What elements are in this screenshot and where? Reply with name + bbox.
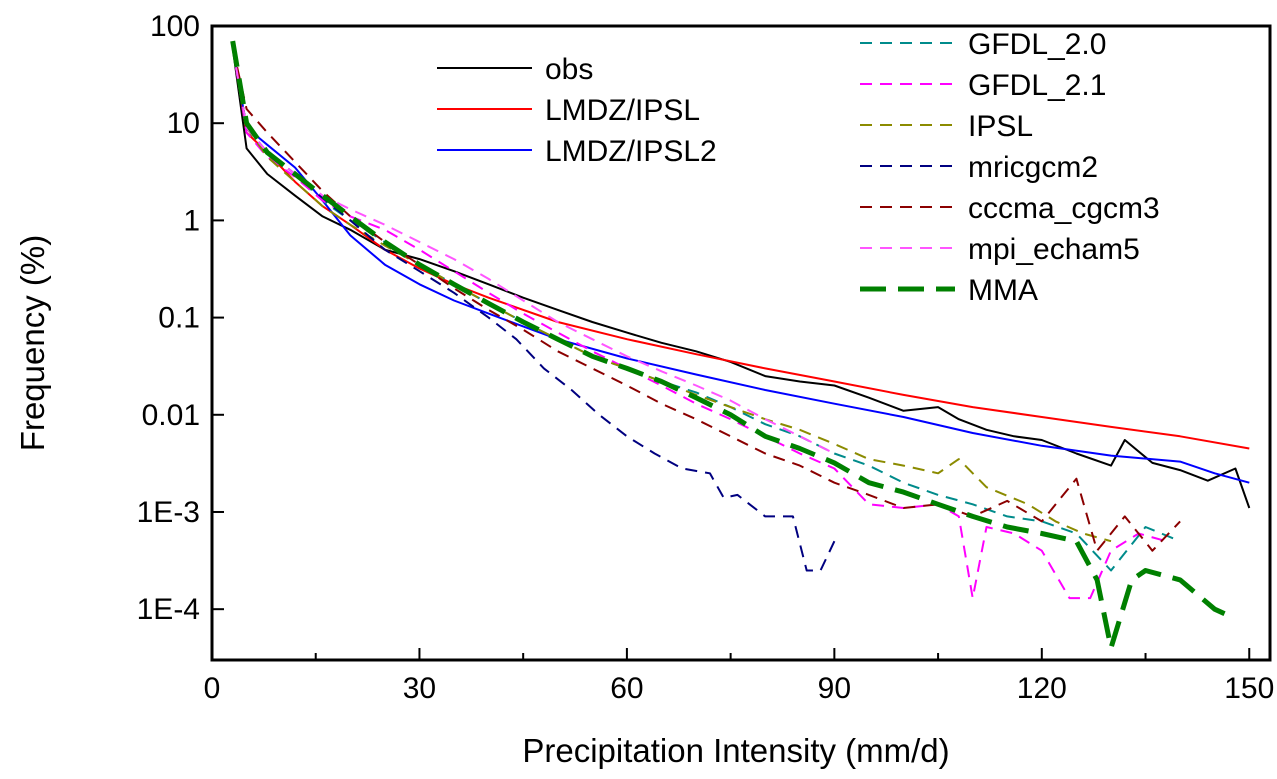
series-line-mma [230, 40, 1237, 651]
legend-label: mpi_echam5 [968, 233, 1140, 266]
x-tick-label: 60 [610, 672, 643, 705]
legend-label: LMDZ/IPSL [545, 94, 700, 127]
x-tick-label: 150 [1224, 672, 1274, 705]
y-tick-label: 100 [150, 10, 200, 43]
y-tick-label: 10 [167, 107, 200, 140]
y-axis-title: Frequency (%) [14, 235, 51, 451]
x-tick-label: 0 [204, 672, 221, 705]
series-line-obs [231, 47, 1251, 509]
y-tick-label: 0.1 [158, 302, 200, 335]
series-line-ipsl [231, 47, 1112, 543]
legend-label: MMA [968, 274, 1038, 307]
legend-label: cccma_cgcm3 [968, 192, 1160, 225]
y-tick-label: 1E-3 [137, 496, 200, 529]
y-tick-label: 1 [183, 204, 200, 237]
y-tick-label: 1E-4 [137, 593, 200, 626]
series-layer [230, 40, 1251, 651]
x-axis-title: Precipitation Intensity (mm/d) [522, 732, 949, 769]
y-tick-label: 0.01 [142, 399, 200, 432]
x-tick-label: 90 [818, 672, 851, 705]
legend-label: GFDL_2.0 [968, 28, 1106, 61]
series-line-cccma-cgcm3 [231, 47, 1181, 552]
legend: obs LMDZ/IPSL LMDZ/IPSL2 GFDL_2.0 GFDL_2.1 IP… [437, 28, 1160, 307]
x-tick-label: 30 [403, 672, 436, 705]
legend-label: IPSL [968, 110, 1033, 143]
series-line-mpi-echam5 [231, 47, 835, 455]
plot-frame [210, 24, 1272, 662]
legend-label: LMDZ/IPSL2 [545, 135, 717, 168]
legend-label: GFDL_2.1 [968, 69, 1106, 102]
y-axis: 100 10 1 0.1 0.01 1E-3 1E-4 [137, 10, 224, 626]
x-axis: 0 30 60 90 120 150 [204, 648, 1274, 705]
x-tick-label: 120 [1017, 672, 1067, 705]
legend-label: obs [545, 53, 593, 86]
legend-label: mricgcm2 [968, 151, 1098, 184]
